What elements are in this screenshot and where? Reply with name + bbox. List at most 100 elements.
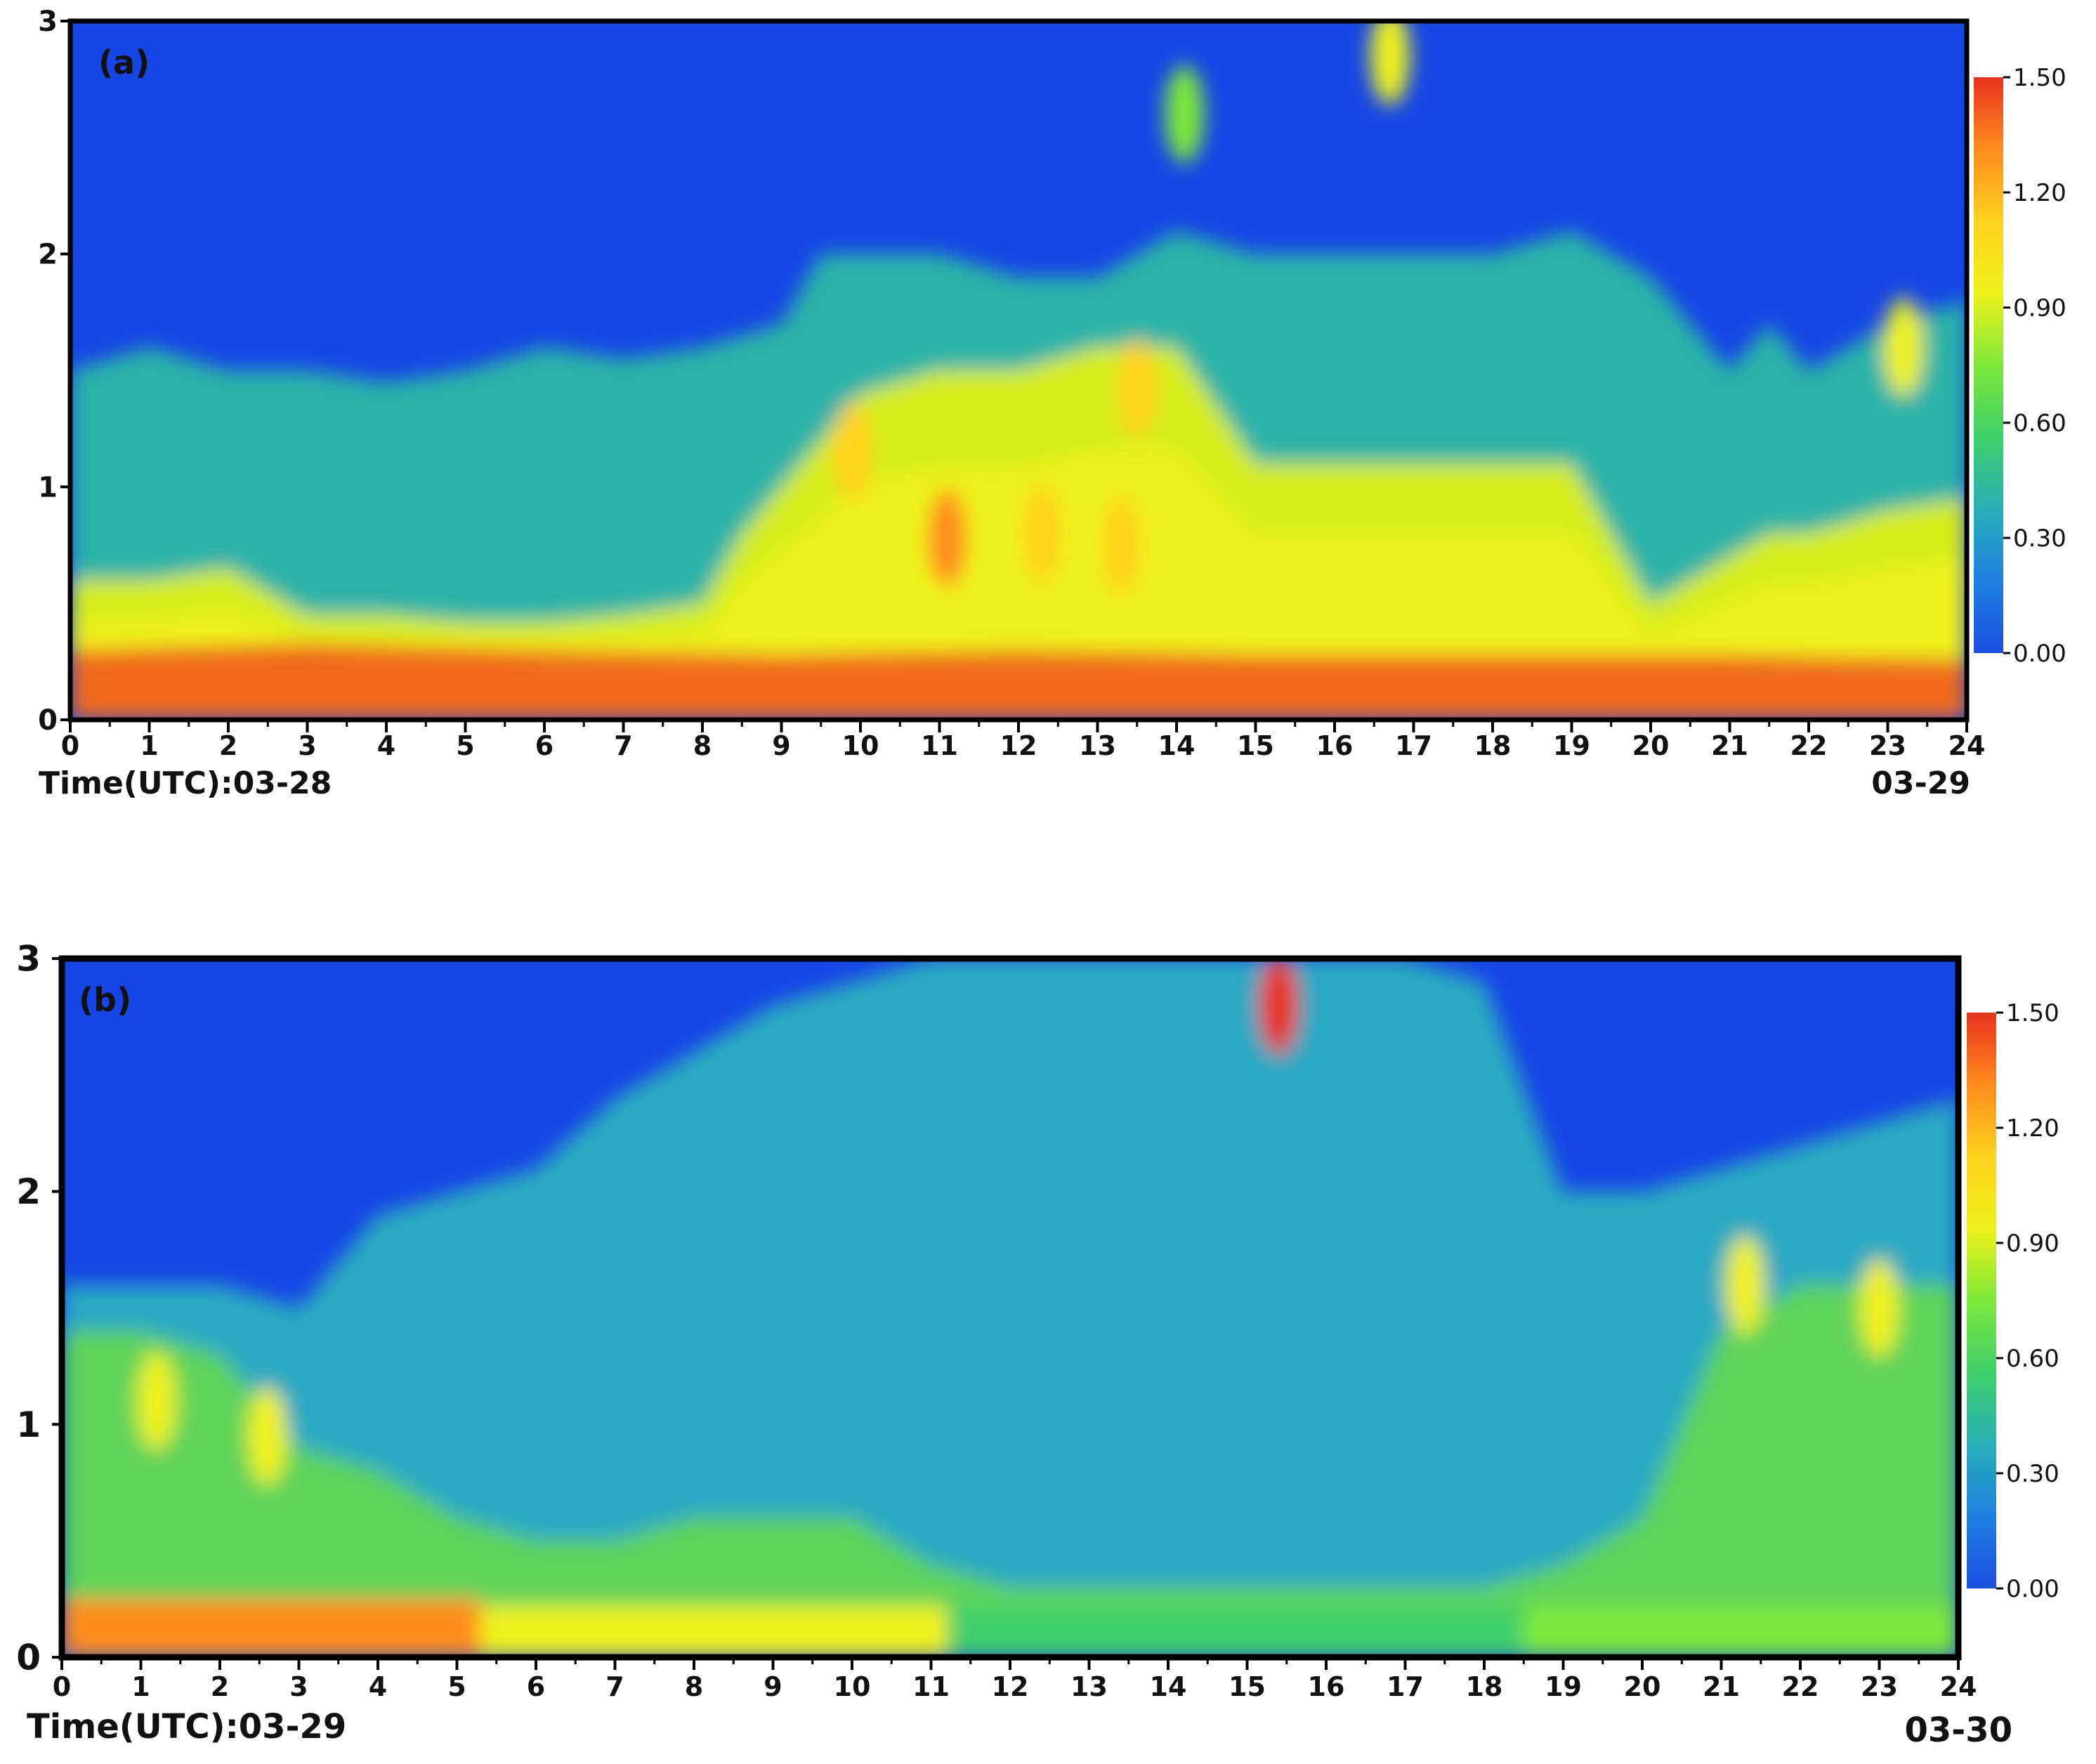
- x-tick-label: 0: [61, 730, 79, 761]
- x-tick-label: 10: [842, 730, 879, 761]
- x-tick-label: 15: [1229, 1671, 1266, 1702]
- x-tick-label: 4: [377, 730, 395, 761]
- colorbar-tick-label: 0.60: [2013, 409, 2066, 437]
- hotspot-b: [1725, 1235, 1765, 1334]
- hotspot-a: [832, 402, 872, 501]
- x-tick-label: 7: [605, 1671, 624, 1702]
- hotspot-a: [1165, 65, 1205, 164]
- layer-upper-b: [62, 959, 1958, 1657]
- y-tick-label: 0: [38, 704, 58, 737]
- x-tick-label: 13: [1079, 730, 1116, 761]
- hotspot-a: [1101, 496, 1141, 595]
- x-tick-label: 10: [834, 1671, 871, 1702]
- x-tick-label: 5: [456, 730, 474, 761]
- base-segment-b: [1524, 1606, 1666, 1657]
- x-tick-label: 3: [289, 1671, 308, 1702]
- x-tick-label: 24: [1940, 1671, 1977, 1702]
- colorbar-tick-label: 1.50: [2006, 999, 2059, 1027]
- panel-label-a: (a): [98, 44, 150, 81]
- x-tick-label: 22: [1790, 730, 1828, 761]
- hotspot-b: [1259, 959, 1299, 1055]
- x-tick-label: 6: [527, 1671, 545, 1702]
- panel-label-b: (b): [79, 981, 131, 1019]
- base-segment-b: [947, 1606, 1524, 1657]
- x-tick-label: 20: [1624, 1671, 1661, 1702]
- x-tick-label: 16: [1316, 730, 1354, 761]
- x-axis-end-label-b: 03-30: [1904, 1711, 2012, 1750]
- x-tick-label: 20: [1632, 730, 1670, 761]
- x-tick-label: 8: [693, 730, 712, 761]
- x-tick-label: 2: [219, 730, 237, 761]
- y-tick-label: 3: [38, 6, 58, 38]
- base-segment-b: [480, 1606, 947, 1657]
- colorbar-b: 0.00 0.30 0.60 0.90 1.20 1.50: [1967, 999, 2059, 1603]
- x-tick-label: 19: [1545, 1671, 1582, 1702]
- colorbar-tick-label: 1.20: [2013, 179, 2066, 207]
- hotspot-b: [1859, 1258, 1899, 1357]
- x-tick-label: 14: [1158, 730, 1196, 761]
- x-tick-label: 0: [53, 1671, 71, 1702]
- heatmap-a-layers: [70, 21, 1967, 720]
- x-tick-label: 1: [140, 730, 158, 761]
- layer-base-a: [70, 643, 1967, 720]
- x-axis-end-label-a: 03-29: [1871, 765, 1970, 801]
- layer-middle-b: [62, 1284, 1958, 1657]
- x-tick-label: 21: [1703, 1671, 1740, 1702]
- heatmap-b: [62, 959, 1958, 1657]
- heatmap-b-layers: [62, 959, 1958, 1657]
- x-tick-label: 18: [1474, 730, 1512, 761]
- x-tick-label: 23: [1869, 730, 1906, 761]
- x-tick-label: 13: [1070, 1671, 1108, 1702]
- hotspot-a: [1370, 21, 1410, 105]
- x-tick-label: 23: [1861, 1671, 1898, 1702]
- x-tick-label: 17: [1387, 1671, 1424, 1702]
- x-tick-label: 8: [685, 1671, 703, 1702]
- colorbar-gradient: [1967, 1013, 1996, 1588]
- hotspot-a: [1884, 298, 1923, 397]
- hotspot-a: [1022, 484, 1062, 583]
- x-tick-label: 9: [772, 730, 790, 761]
- x-tick-label: 15: [1237, 730, 1274, 761]
- y-tick-label: 1: [38, 471, 58, 503]
- x-axis-b: 0 1 2 3 4 5 6 7 8 9 10 11 12 13 14 15 16 17 18 19 20 21 22 23 24: [53, 1657, 1977, 1702]
- x-tick-label: 18: [1466, 1671, 1503, 1702]
- hotspot-b: [137, 1352, 176, 1451]
- x-axis-start-label-a: Time(UTC):03-28: [39, 765, 332, 801]
- x-tick-label: 21: [1711, 730, 1748, 761]
- x-tick-label: 24: [1948, 730, 1986, 761]
- x-tick-label: 22: [1782, 1671, 1819, 1702]
- heatmap-a: [70, 21, 1967, 720]
- hotspot-b: [247, 1386, 287, 1485]
- hotspot-a: [927, 489, 967, 588]
- y-tick-label: 2: [16, 1171, 41, 1212]
- y-tick-label: 0: [16, 1638, 41, 1678]
- x-axis-start-label-b: Time(UTC):03-29: [27, 1707, 346, 1746]
- hotspot-a: [1117, 340, 1157, 439]
- colorbar-tick-label: 0.90: [2006, 1230, 2059, 1258]
- x-tick-label: 6: [535, 730, 554, 761]
- y-tick-label: 1: [16, 1404, 41, 1445]
- x-tick-label: 12: [1000, 730, 1037, 761]
- y-tick-label: 3: [16, 939, 41, 980]
- x-axis-a: 0 1 2 3 4 5 6 7 8 9 10 11 12 13 14 15 16 17 18 19 20 21 22 23 24: [61, 720, 1986, 761]
- x-tick-label: 7: [614, 730, 632, 761]
- x-tick-label: 4: [369, 1671, 387, 1702]
- x-tick-label: 5: [447, 1671, 466, 1702]
- y-axis-a: 0 1 2 3: [38, 6, 70, 737]
- x-tick-label: 9: [764, 1671, 782, 1702]
- colorbar-tick-label: 0.30: [2006, 1460, 2059, 1488]
- colorbar-tick-label: 1.20: [2006, 1114, 2059, 1143]
- colorbar-gradient: [1974, 77, 2003, 653]
- x-tick-label: 11: [912, 1671, 950, 1702]
- x-tick-label: 14: [1150, 1671, 1187, 1702]
- x-tick-label: 1: [131, 1671, 150, 1702]
- x-tick-label: 3: [298, 730, 316, 761]
- x-tick-label: 2: [211, 1671, 229, 1702]
- x-tick-label: 11: [921, 730, 958, 761]
- x-tick-label: 16: [1308, 1671, 1345, 1702]
- colorbar-tick-label: 0.00: [2006, 1575, 2059, 1603]
- colorbar-tick-label: 1.50: [2013, 64, 2066, 92]
- colorbar-tick-label: 0.30: [2013, 525, 2066, 553]
